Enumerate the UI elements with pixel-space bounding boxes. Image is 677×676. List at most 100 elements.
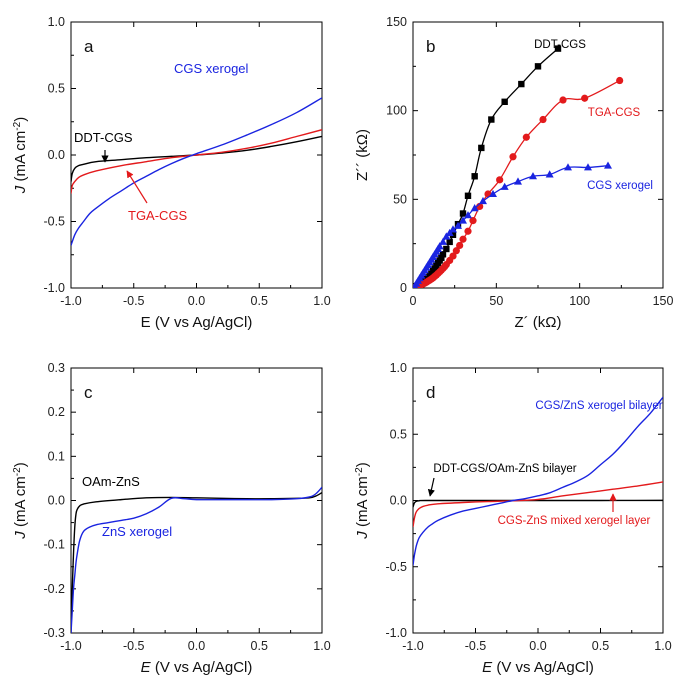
data-point <box>446 238 453 246</box>
data-point <box>616 76 624 85</box>
data-point <box>470 204 479 212</box>
x-tick-label: 0.5 <box>251 639 268 653</box>
data-point <box>509 153 517 161</box>
y-tick-label: -0.1 <box>43 538 65 552</box>
x-tick-label: 1.0 <box>313 639 330 653</box>
y-tick-label: -0.3 <box>43 626 65 640</box>
y-tick-label: 0.2 <box>48 405 65 419</box>
x-tick-label: 0.0 <box>529 639 546 653</box>
data-point <box>534 63 542 70</box>
x-tick-label: 0.0 <box>188 639 205 653</box>
x-tick-label: -1.0 <box>60 639 82 653</box>
series-annotation: DDT-CGS <box>534 39 586 51</box>
annotation-arrow <box>427 477 435 497</box>
data-point <box>545 170 554 178</box>
data-point <box>464 227 472 235</box>
y-tick-label: -0.5 <box>385 560 407 574</box>
panel-b: 0 50 100 150 0 50 100 150 Z´ (kΩ) Z´´ (kΩ) b DDT-CG… <box>354 15 673 331</box>
series-annotation: ZnS xerogel <box>102 524 172 539</box>
panel-a: -1.0 -0.5 0.0 0.5 1.0 -1.0 -0.5 0.0 0.5 1.0 E (V v… <box>12 15 331 331</box>
y-tick-label: 0.3 <box>48 361 65 375</box>
data-point <box>584 163 592 171</box>
data-point <box>501 98 508 105</box>
plot-frame <box>412 21 664 289</box>
data-point <box>522 133 530 141</box>
y-tick-label: 1.0 <box>48 15 65 29</box>
data-point <box>459 216 467 224</box>
data-point <box>514 177 522 185</box>
series-annotation: TGA-CGS <box>588 107 641 119</box>
data-point <box>449 252 457 260</box>
data-point <box>500 182 509 190</box>
data-point <box>479 196 487 205</box>
data-point <box>435 242 444 250</box>
x-tick-label: -1.0 <box>60 294 82 308</box>
x-axis-label: Z´ (kΩ) <box>514 314 561 331</box>
data-point <box>439 237 447 245</box>
series-annotation: DDT-CGS <box>74 130 133 145</box>
data-point <box>449 231 457 238</box>
y-axis-label: J (mA cm-2) <box>12 117 30 194</box>
panel-label: b <box>426 37 435 56</box>
data-point <box>449 225 457 233</box>
y-tick-label: 0.0 <box>48 494 65 508</box>
y-tick-label: 0.1 <box>48 449 65 463</box>
panel-label: a <box>84 37 94 56</box>
data-point <box>471 173 478 180</box>
x-tick-label: 0.5 <box>592 639 609 653</box>
y-axis-label: Z´´ (kΩ) <box>354 129 371 181</box>
data-point <box>456 241 464 250</box>
annotation-arrow <box>126 170 148 204</box>
data-point <box>459 210 467 217</box>
x-tick-label: -0.5 <box>123 639 145 653</box>
series-annotation: DDT-CGS/OAm-ZnS bilayer <box>433 463 576 475</box>
x-tick-label: 1.0 <box>654 639 671 653</box>
series-line-1 <box>71 486 322 633</box>
y-tick-label: -1.0 <box>385 626 407 640</box>
data-point <box>529 172 537 180</box>
x-tick-label: 100 <box>569 294 590 308</box>
y-tick-label: 0.0 <box>48 148 65 162</box>
series-annotation: OAm-ZnS <box>82 474 140 489</box>
x-tick-label: -1.0 <box>402 639 424 653</box>
data-point <box>439 251 447 258</box>
y-tick-label: 0.5 <box>390 427 407 441</box>
series-line-1 <box>71 129 322 194</box>
y-tick-label: 0.5 <box>48 82 65 96</box>
x-tick-label: -0.5 <box>123 294 145 308</box>
data-point <box>604 161 612 169</box>
data-point <box>464 192 472 199</box>
data-point <box>459 235 467 243</box>
panel-c: -1.0 -0.5 0.0 0.5 1.0 -0.3 -0.2 -0.1 0.0 0.1 0.2 0.… <box>12 361 331 676</box>
data-point <box>454 221 462 229</box>
x-tick-label: -0.5 <box>465 639 487 653</box>
data-point <box>478 144 485 152</box>
series-annotation: CGS xerogel <box>587 180 653 192</box>
x-tick-label: 0.5 <box>251 294 268 308</box>
data-point <box>489 189 497 198</box>
x-axis-label: E (V vs Ag/AgCl) <box>141 314 253 331</box>
y-axis-label: J (mA cm-2) <box>354 462 372 539</box>
x-axis-label: E (V vs Ag/AgCl) <box>482 659 594 676</box>
data-point <box>559 96 567 104</box>
data-point <box>581 94 589 102</box>
data-point <box>539 115 547 124</box>
y-tick-label: -0.2 <box>43 582 65 596</box>
series-annotation: CGS xerogel <box>174 61 249 76</box>
data-point <box>438 254 445 262</box>
x-tick-label: 0.0 <box>188 294 205 308</box>
data-point <box>518 80 525 88</box>
panel-d: -1.0 -0.5 0.0 0.5 1.0 -1.0 -0.5 0.0 0.5 1.0 E (V v… <box>354 361 672 676</box>
y-tick-label: 50 <box>393 192 407 206</box>
y-tick-label: 0 <box>400 281 407 295</box>
y-tick-label: -0.5 <box>43 215 65 229</box>
x-tick-label: 0 <box>410 294 417 308</box>
data-point <box>488 116 495 123</box>
y-tick-label: 0.0 <box>390 494 407 508</box>
panel-label: c <box>84 383 93 402</box>
series-line-0 <box>71 491 322 633</box>
y-tick-label: 1.0 <box>390 361 407 375</box>
series-line-0 <box>71 135 322 182</box>
series-line-0 <box>413 499 663 508</box>
